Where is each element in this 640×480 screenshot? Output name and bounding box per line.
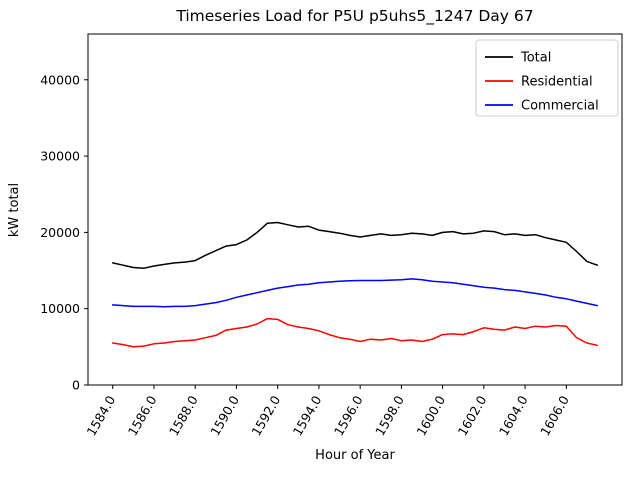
chart-title: Timeseries Load for P5U p5uhs5_1247 Day … (175, 7, 533, 26)
legend-label-commercial: Commercial (521, 99, 599, 114)
legend-label-total: Total (520, 51, 551, 66)
x-tick-label: 1600.0 (413, 393, 448, 438)
legend-box (475, 39, 619, 117)
x-axis-label: Hour of Year (315, 448, 395, 463)
y-tick-label: 30000 (40, 149, 80, 164)
x-tick-label: 1596.0 (331, 393, 366, 438)
series-line-total (111, 221, 599, 270)
x-tick-label: 1592.0 (248, 393, 283, 438)
y-tick-label: 40000 (40, 72, 80, 87)
series-line-commercial (111, 278, 599, 308)
axes-frame (87, 33, 623, 386)
series-line-residential (111, 317, 599, 348)
x-tick-label: 1602.0 (455, 393, 490, 438)
x-tick-label: 1598.0 (372, 393, 407, 438)
legend-label-residential: Residential (521, 75, 593, 90)
x-tick-label: 1588.0 (166, 393, 201, 438)
x-tick-label: 1606.0 (537, 393, 572, 438)
x-tick-label: 1594.0 (290, 393, 325, 438)
x-tick-label: 1586.0 (125, 393, 160, 438)
x-tick-label: 1604.0 (496, 393, 531, 438)
y-tick-label: 0 (72, 378, 80, 393)
y-tick-label: 20000 (40, 225, 80, 240)
y-tick-label: 10000 (40, 301, 80, 316)
y-axis-label: kW total (7, 183, 22, 237)
x-tick-label: 1590.0 (207, 393, 242, 438)
x-tick-label: 1584.0 (83, 393, 118, 438)
